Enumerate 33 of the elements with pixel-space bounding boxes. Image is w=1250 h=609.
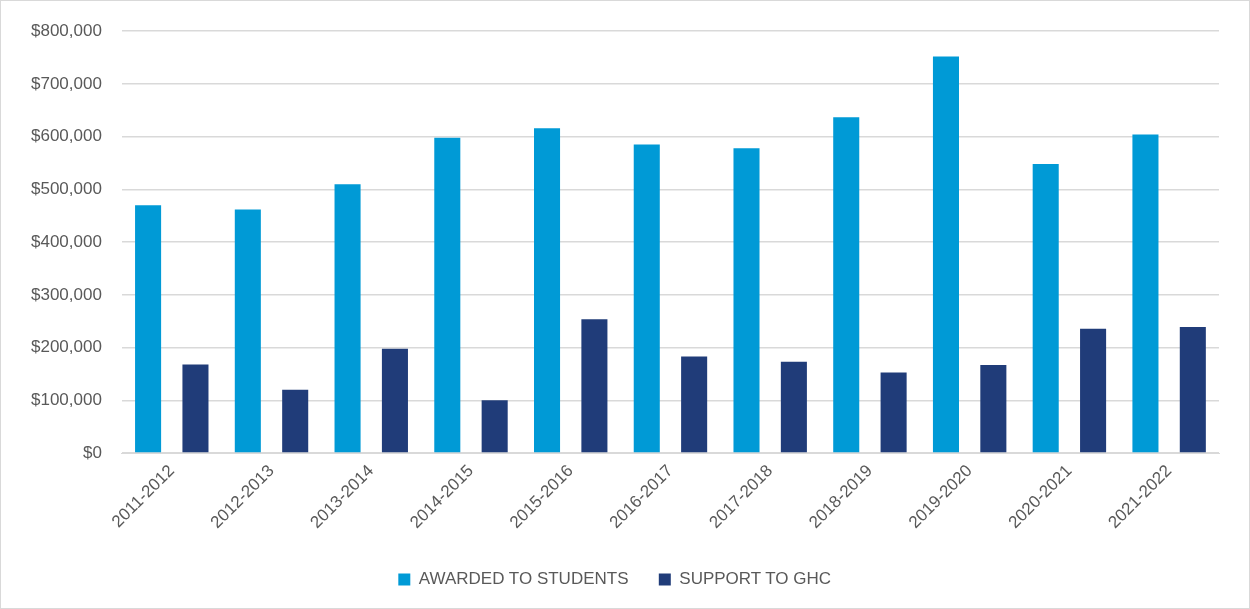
y-tick-label: $700,000: [31, 73, 102, 93]
bar: [381, 348, 408, 453]
bar: [880, 372, 907, 453]
bar: [932, 56, 959, 453]
y-tick-label: $300,000: [31, 284, 102, 304]
bar: [980, 365, 1007, 453]
bar: [481, 400, 508, 453]
bar: [1080, 328, 1107, 453]
bar: [581, 319, 608, 453]
bar: [681, 356, 708, 453]
bar: [733, 148, 760, 453]
bar: [234, 209, 261, 453]
bar: [434, 137, 461, 453]
y-tick-label: $800,000: [31, 20, 102, 40]
bar: [1132, 134, 1159, 453]
y-tick-label: $200,000: [31, 337, 102, 357]
y-tick-label: $400,000: [31, 231, 102, 251]
bar: [1032, 164, 1059, 453]
legend-label: SUPPORT TO GHC: [679, 569, 832, 589]
bar: [780, 361, 807, 453]
y-tick-label: $500,000: [31, 179, 102, 199]
y-tick-label: $0: [82, 442, 102, 462]
bar: [135, 205, 162, 453]
bar: [282, 389, 309, 453]
bar: [534, 128, 561, 453]
legend-label: AWARDED TO STUDENTS: [418, 569, 629, 589]
bar: [1179, 327, 1206, 453]
y-tick-label: $100,000: [31, 390, 102, 410]
bar: [334, 184, 361, 453]
bar: [182, 364, 209, 453]
y-tick-label: $600,000: [31, 126, 102, 146]
bar: [633, 144, 660, 453]
bar: [833, 117, 860, 453]
